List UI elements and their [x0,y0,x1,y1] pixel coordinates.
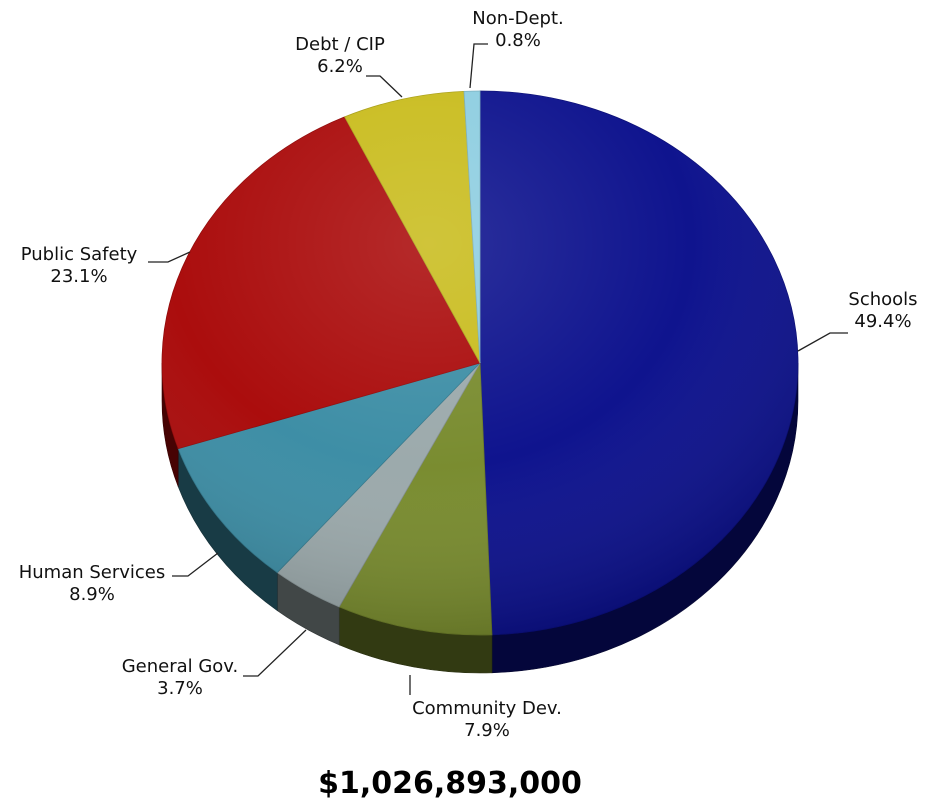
slice-value-debt-cip: 6.2% [317,56,363,77]
pie-slice-schools [479,90,799,636]
slice-value-general-gov: 3.7% [157,678,203,699]
leader-line-human-services [172,552,219,577]
leader-line-general-gov [243,629,307,677]
slice-value-schools: 49.4% [854,311,911,332]
slice-label-non-dept: Non-Dept. [472,8,564,29]
slice-value-community-dev: 7.9% [464,720,510,741]
total-amount-label: $1,026,893,000 [318,766,582,800]
slice-value-public-safety: 23.1% [50,266,107,287]
leader-line-debt-cip [366,75,403,98]
slice-value-human-services: 8.9% [69,584,115,605]
slice-label-schools: Schools [848,289,917,310]
leader-line-schools [797,332,848,352]
slice-label-community-dev: Community Dev. [412,698,562,719]
slice-label-debt-cip: Debt / CIP [295,34,385,55]
leader-line-public-safety [148,251,191,263]
pie-top-layer [161,90,799,636]
leader-lines [148,43,848,695]
slice-value-non-dept: 0.8% [495,30,541,51]
slice-label-general-gov: General Gov. [122,656,239,677]
slice-label-public-safety: Public Safety [21,244,138,265]
slice-label-human-services: Human Services [19,562,166,583]
leader-line-non-dept [469,43,488,89]
